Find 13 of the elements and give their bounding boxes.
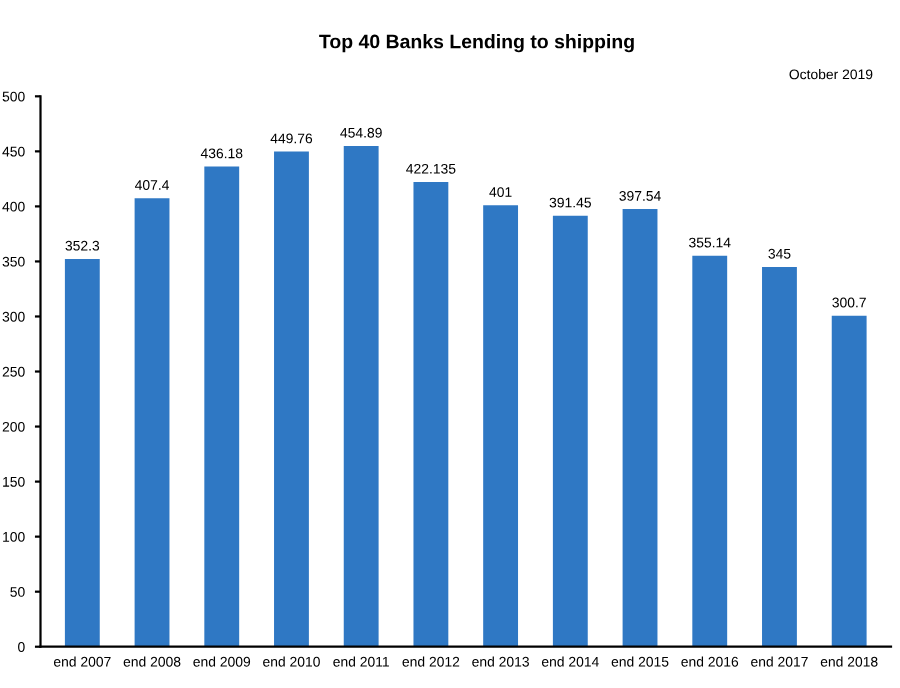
bar (204, 166, 240, 647)
bar (134, 198, 170, 647)
bar (274, 151, 309, 647)
bar (413, 182, 449, 647)
chart-title: Top 40 Banks Lending to shipping (319, 34, 634, 53)
bar (483, 205, 519, 647)
bar (64, 258, 100, 647)
bar (762, 266, 797, 647)
bar (552, 215, 588, 647)
bar (622, 209, 658, 647)
bar (343, 145, 379, 647)
bar (692, 255, 728, 647)
bar (831, 315, 867, 647)
